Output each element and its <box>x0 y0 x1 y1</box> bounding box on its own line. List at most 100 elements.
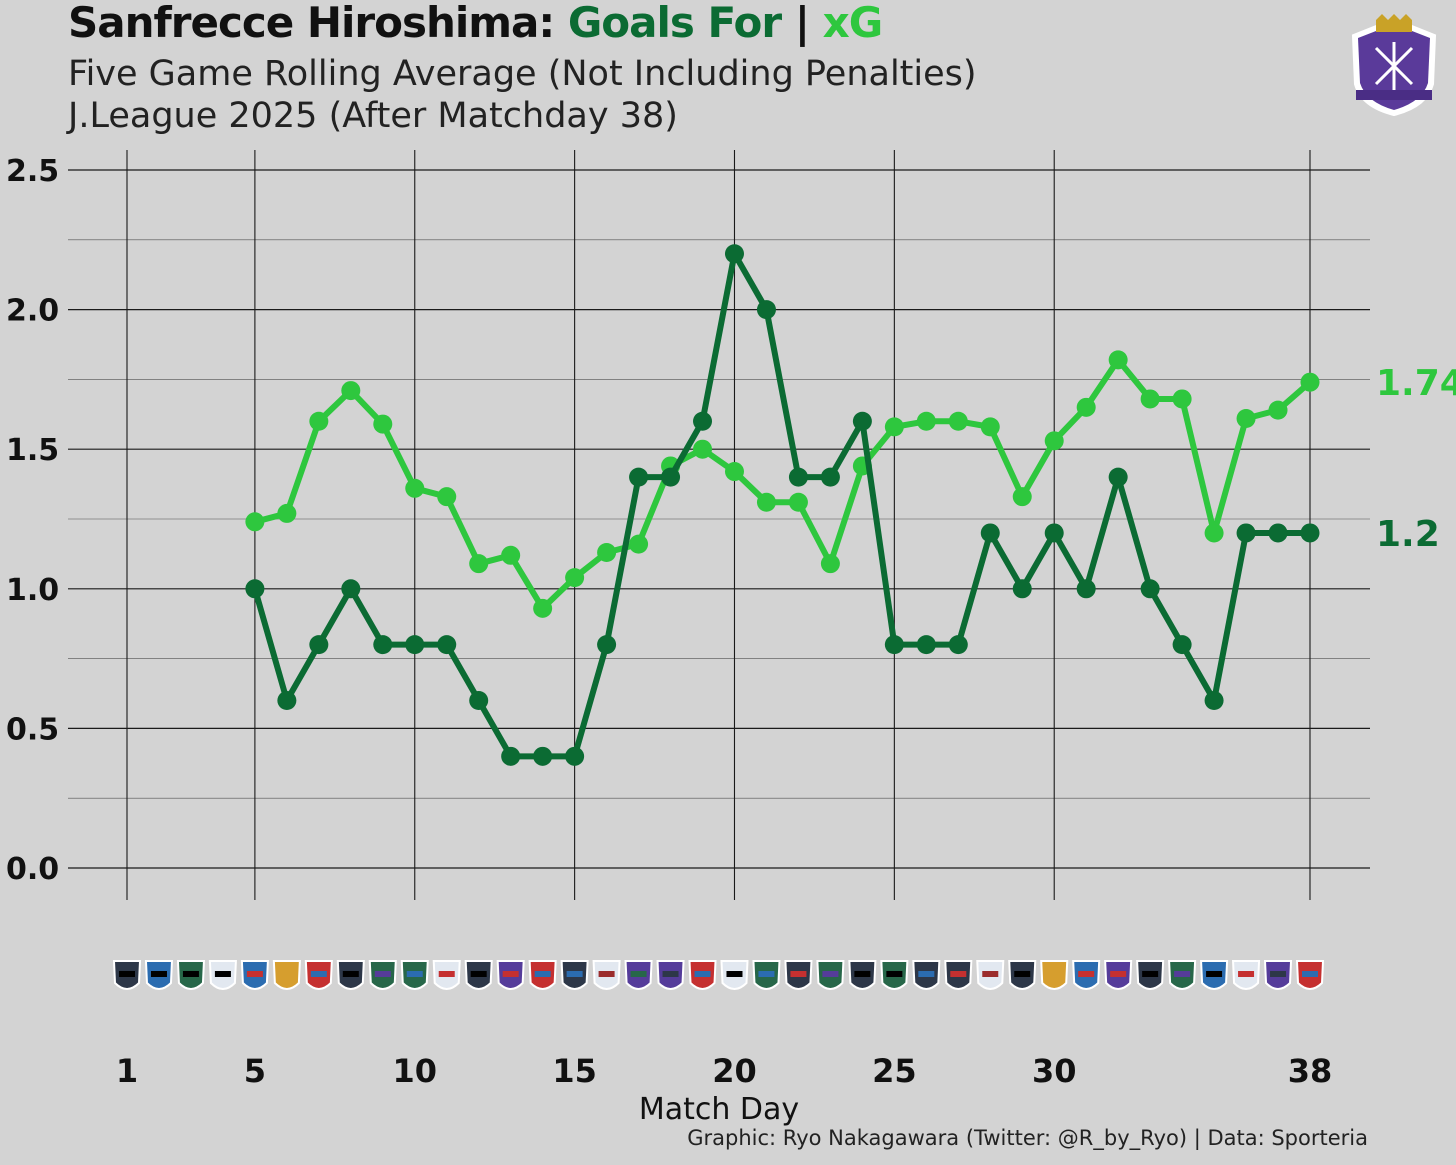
opponent-badge-stripe <box>790 971 807 977</box>
goals-for-point <box>245 579 265 599</box>
xg-point <box>245 512 265 532</box>
y-tick-label: 0.0 <box>6 852 59 887</box>
goals-for-point <box>437 635 457 655</box>
opponent-logo <box>656 960 685 990</box>
opponent-badge-stripe <box>1206 971 1223 977</box>
goals-for-point <box>980 523 1000 543</box>
goals-for-point <box>373 635 393 655</box>
opponent-logo <box>176 960 205 990</box>
opponent-logo <box>848 960 877 990</box>
opponent-logo <box>1168 960 1197 990</box>
xg-point <box>980 417 1000 437</box>
opponent-badge-stripe <box>886 971 903 977</box>
goals-for-point <box>1108 467 1128 487</box>
opponent-logo <box>880 960 909 990</box>
title-xg: xG <box>822 0 884 47</box>
xg-point <box>1268 400 1288 420</box>
opponent-logo <box>720 960 749 990</box>
goals-for-point <box>916 635 936 655</box>
xg-point <box>501 545 521 565</box>
opponent-badge-stripe <box>214 971 231 977</box>
opponent-logo <box>496 960 525 990</box>
xg-point <box>756 492 776 512</box>
goals-for-point <box>724 244 744 264</box>
opponent-logo <box>464 960 493 990</box>
goals-for-point <box>1236 523 1256 543</box>
y-tick-label: 2.0 <box>6 294 59 329</box>
opponent-badge-stripe <box>566 971 583 977</box>
x-tick-label: 10 <box>392 1052 437 1090</box>
opponent-badge-stripe <box>950 971 967 977</box>
axis-labels: Match Day 0.00.51.01.52.02.51 5 10 15 20 25 30… <box>6 154 1332 1127</box>
x-tick-label: 25 <box>872 1052 917 1090</box>
opponent-badge-stripe <box>342 971 359 977</box>
opponent-logo <box>784 960 813 990</box>
opponent-logo <box>304 960 333 990</box>
xg-point <box>693 439 713 459</box>
goals-for-point <box>1044 523 1064 543</box>
opponent-logo <box>944 960 973 990</box>
opponent-logo <box>144 960 174 990</box>
opponent-badge-stripe <box>1142 971 1159 977</box>
xg-point <box>724 462 744 482</box>
opponent-badge-stripe <box>726 971 743 977</box>
opponent-badge-stripe <box>278 971 295 977</box>
xg-point <box>1044 431 1064 451</box>
opponent-logo <box>592 960 621 990</box>
goals-for-point <box>469 690 489 710</box>
opponent-logo <box>208 960 237 990</box>
opponent-logos <box>112 960 1325 990</box>
opponent-badge-stripe <box>374 971 391 977</box>
opponent-logo <box>240 960 269 990</box>
caption: Graphic: Ryo Nakagawara (Twitter: @R_by_… <box>687 1126 1368 1150</box>
xg-point <box>916 411 936 431</box>
opponent-logo <box>112 960 142 990</box>
xg-point <box>820 554 840 574</box>
goals-for-point <box>948 635 968 655</box>
x-tick-label: 1 <box>116 1052 138 1090</box>
goals-for-point <box>788 467 808 487</box>
opponent-badge-stripe <box>758 971 775 977</box>
opponent-logo <box>1072 960 1101 990</box>
xg-point <box>1300 372 1320 392</box>
xg-line <box>251 356 1313 612</box>
opponent-badge-stripe <box>630 971 647 977</box>
goals-for-point <box>405 635 425 655</box>
opponent-badge-stripe <box>150 971 167 977</box>
opponent-logo <box>912 960 941 990</box>
opponent-logo <box>624 960 653 990</box>
x-tick-label: 20 <box>712 1052 757 1090</box>
xg-point <box>1108 350 1128 370</box>
goals-for-point <box>884 635 904 655</box>
xg-point <box>469 554 489 574</box>
xg-point <box>629 534 649 554</box>
opponent-badge-stripe <box>1046 971 1063 977</box>
goals-for-point <box>693 411 713 431</box>
opponent-logo <box>1008 960 1037 990</box>
opponent-badge-stripe <box>406 971 423 977</box>
x-axis-label: Match Day <box>639 1092 799 1127</box>
x-tick-label: 5 <box>244 1052 266 1090</box>
opponent-badge-stripe <box>598 971 615 977</box>
goals-for-point <box>277 690 297 710</box>
goals-for-point <box>341 579 361 599</box>
xg-point <box>788 492 808 512</box>
goals-for-point <box>661 467 681 487</box>
xg-point <box>341 381 361 401</box>
goals-for-point <box>597 635 617 655</box>
y-tick-label: 2.5 <box>6 154 59 189</box>
goals-for-point <box>1076 579 1096 599</box>
y-tick-label: 1.5 <box>6 433 59 468</box>
opponent-badge-stripe <box>119 971 135 977</box>
opponent-badge-stripe <box>182 971 199 977</box>
opponent-badge-stripe <box>918 971 935 977</box>
xg-point <box>565 568 585 588</box>
opponent-logo <box>1040 960 1069 990</box>
goals-for-end-label: 1.2 <box>1376 514 1440 555</box>
xg-point <box>1140 389 1160 409</box>
xg-point <box>1236 408 1256 428</box>
goals-for-point <box>756 300 776 320</box>
goals-for-point <box>820 467 840 487</box>
y-tick-label: 1.0 <box>6 573 59 608</box>
